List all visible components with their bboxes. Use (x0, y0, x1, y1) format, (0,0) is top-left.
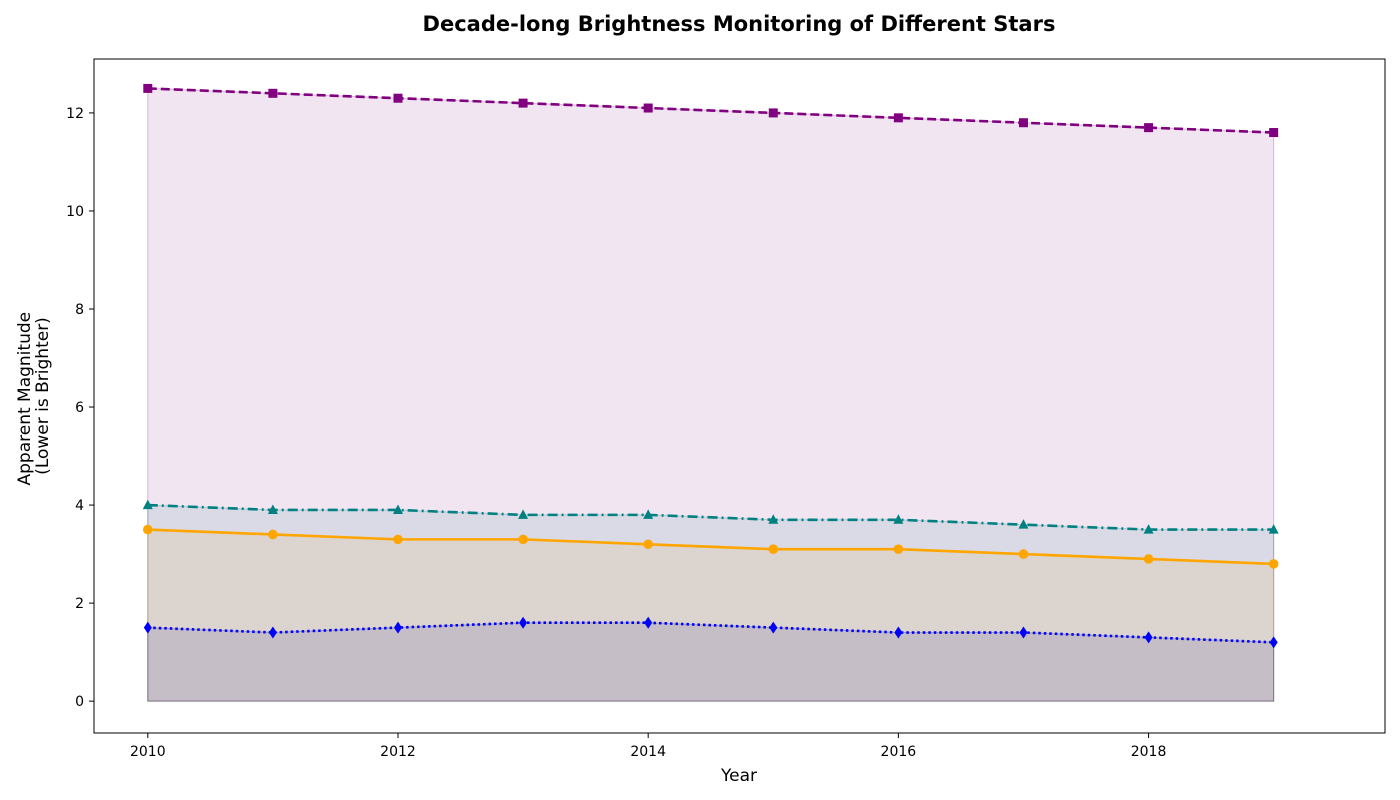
plot-frame (93, 58, 1386, 734)
series-2-point-7 (893, 514, 904, 524)
chart-title: Decade-long Brightness Monitoring of Dif… (423, 12, 1056, 36)
y-axis-label-line-2: (Lower is Brighter) (33, 317, 53, 475)
series-1-point-7 (893, 113, 903, 123)
series-4-point-5 (644, 616, 653, 629)
series-1-point-6 (768, 108, 778, 118)
series-3-point-1 (142, 524, 153, 535)
series-1-point-2 (268, 88, 278, 98)
series-3-point-5 (643, 539, 653, 550)
series-lines (147, 87, 1274, 644)
x-tick-label-2018: 2018 (1131, 744, 1167, 760)
series-4-point-1 (143, 621, 152, 634)
series-3-point-3 (393, 534, 403, 545)
series-2-point-8 (1018, 519, 1029, 529)
series-4-point-6 (769, 621, 778, 634)
series-2-point-2 (267, 504, 278, 514)
series-4-point-3 (393, 621, 402, 634)
series-4-point-7 (894, 626, 903, 639)
y-tick-label-2: 2 (75, 596, 84, 612)
series-2-line (147, 503, 1274, 531)
series-1-point-9 (1144, 123, 1154, 133)
series-3-line (147, 528, 1274, 566)
x-tick-label-2012: 2012 (380, 744, 416, 760)
series-4-point-2 (268, 626, 277, 639)
series-3-point-2 (268, 529, 278, 540)
x-tick-label-2016: 2016 (881, 744, 917, 760)
series-1-point-1 (143, 83, 153, 93)
x-tick-label-2014: 2014 (630, 744, 666, 760)
series-4-point-4 (519, 616, 528, 629)
y-tick-label-12: 12 (66, 106, 84, 122)
y-tick-label-6: 6 (75, 400, 84, 416)
series-3-point-8 (1018, 549, 1029, 559)
y-axis-label: Apparent Magnitude (Lower is Brighter) (15, 306, 53, 485)
area-fills (147, 87, 1275, 702)
series-3-point-7 (893, 544, 904, 554)
series-2-point-9 (1143, 524, 1154, 534)
series-3-point-4 (518, 534, 528, 545)
y-tick-label-10: 10 (66, 204, 84, 220)
series-4-line (147, 621, 1274, 644)
series-markers (142, 83, 1279, 649)
series-1-point-5 (643, 103, 653, 113)
y-tick-label-0: 0 (75, 694, 84, 710)
series-2-point-4 (518, 509, 529, 519)
x-axis-label: Year (720, 766, 757, 786)
series-2-point-1 (142, 499, 153, 510)
series-3-point-9 (1143, 554, 1154, 564)
series-1-point-8 (1018, 118, 1028, 128)
series-1-line (147, 87, 1274, 134)
series-4-point-8 (1019, 626, 1028, 639)
x-tick-label-2010: 2010 (130, 744, 166, 760)
series-2-point-6 (768, 514, 779, 524)
series-1-point-4 (518, 98, 528, 108)
series-3-point-6 (768, 544, 779, 554)
series-4-point-10 (1269, 636, 1278, 649)
y-axis-label-line-1: Apparent Magnitude (15, 312, 35, 486)
series-2-point-5 (643, 509, 654, 519)
y-axis-ticks: 0 2 4 6 8 10 12 (66, 106, 94, 710)
series-1-point-10 (1269, 128, 1279, 138)
series-2-point-3 (392, 504, 403, 514)
y-tick-label-8: 8 (75, 302, 84, 318)
y-tick-label-4: 4 (75, 498, 84, 514)
series-4-point-9 (1144, 631, 1153, 644)
x-axis-ticks: 2010 2012 2014 2016 2018 (130, 733, 1166, 760)
series-3-point-10 (1268, 559, 1279, 569)
series-1-point-3 (393, 93, 403, 103)
series-2-point-10 (1268, 524, 1279, 534)
